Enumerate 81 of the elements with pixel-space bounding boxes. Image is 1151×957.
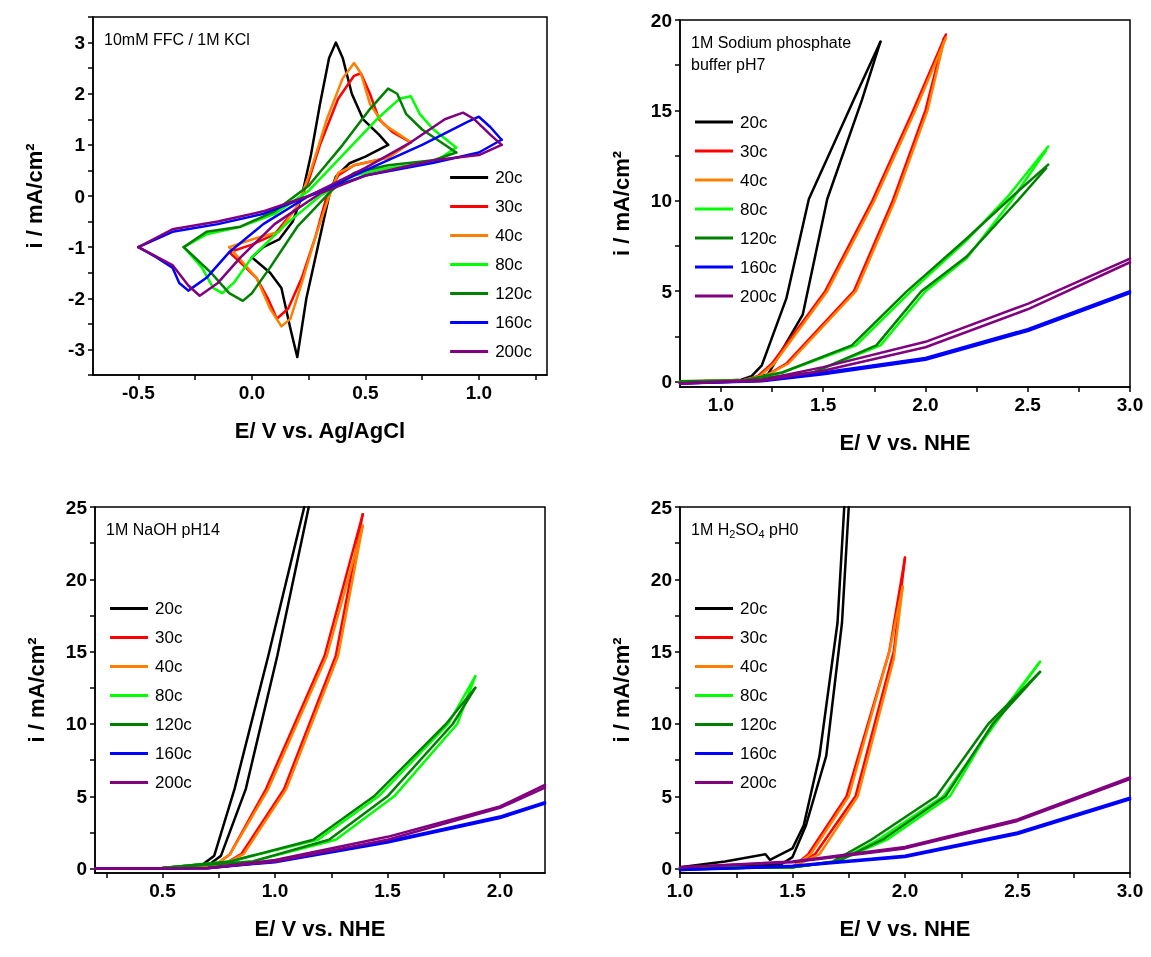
y-tick-label: 15 [650, 641, 673, 663]
x-axis-title: E/ V vs. NHE [839, 429, 971, 455]
x-tick-label: 1.5 [374, 880, 402, 901]
annotation: 10mM FFC / 1M KCl [104, 30, 250, 48]
legend-label: 20c [155, 599, 183, 618]
legend-label: 40c [495, 226, 524, 245]
legend-label: 200c [495, 342, 533, 361]
y-tick-label: -1 [68, 236, 86, 258]
x-tick-label: 1.0 [666, 880, 694, 901]
annotation: 1M NaOH pH14 [106, 520, 220, 538]
y-axis-title: i / mA/cm² [608, 637, 634, 743]
y-tick-label: 10 [65, 713, 87, 735]
annotation: 1M Sodium phosphate buffer pH7 [691, 33, 856, 73]
legend-label: 160c [155, 744, 193, 763]
x-tick-label: 2.0 [486, 880, 514, 901]
y-tick-label: 0 [74, 185, 85, 207]
x-tick-label: 3.0 [1116, 394, 1144, 415]
y-tick-label: 5 [76, 785, 88, 807]
x-tick-label: 0.0 [238, 382, 266, 403]
y-axis-title: i / mA/cm² [608, 150, 634, 257]
y-tick-label: 0 [661, 371, 672, 393]
x-tick-label: 1.0 [261, 880, 289, 901]
y-tick-label: 5 [661, 280, 673, 302]
x-tick-label: 1.5 [779, 880, 807, 901]
y-tick-label: -3 [68, 338, 85, 360]
y-tick-label: 25 [650, 496, 673, 518]
legend-label: 200c [740, 773, 778, 792]
legend-label: 120c [495, 284, 533, 303]
y-tick-label: 0 [661, 858, 672, 880]
legend-label: 160c [740, 744, 778, 763]
legend-label: 80c [155, 686, 183, 705]
legend-label: 80c [495, 255, 524, 274]
x-tick-label: 1.0 [707, 394, 735, 415]
y-tick-label: 20 [650, 568, 672, 590]
y-tick-label: 3 [74, 32, 85, 54]
legend-label: 160c [495, 313, 533, 332]
legend-label: 20c [740, 599, 768, 618]
legend-label: 120c [155, 715, 193, 734]
y-tick-label: 15 [65, 641, 88, 663]
legend-label: 30c [740, 141, 768, 161]
legend-label: 30c [740, 628, 768, 647]
x-axis-title: E/ V vs. Ag/AgCl [234, 417, 406, 443]
x-tick-label: 2.5 [1014, 394, 1042, 415]
legend-label: 40c [740, 657, 768, 676]
x-tick-label: 2.5 [1004, 880, 1032, 901]
legend-label: 120c [740, 715, 778, 734]
x-tick-label: 0.5 [352, 382, 380, 403]
legend-label: 80c [740, 686, 768, 705]
x-tick-label: 2.0 [912, 394, 939, 415]
y-tick-label: 5 [661, 785, 673, 807]
y-tick-label: 20 [650, 9, 672, 31]
x-axis-title: E/ V vs. NHE [839, 915, 971, 941]
y-tick-label: 20 [65, 568, 87, 590]
y-tick-label: 15 [650, 99, 673, 121]
y-axis-title: i / mA/cm² [23, 637, 49, 743]
y-tick-label: 2 [74, 83, 85, 105]
y-tick-label: 10 [650, 190, 672, 212]
y-tick-label: 1 [74, 134, 86, 156]
x-axis-title: E/ V vs. NHE [254, 915, 386, 941]
legend-label: 30c [495, 197, 524, 216]
x-tick-label: 1.5 [809, 394, 837, 415]
y-tick-label: 10 [650, 713, 672, 735]
x-tick-label: 2.0 [891, 880, 919, 901]
legend-label: 120c [740, 228, 778, 248]
legend-label: 40c [740, 170, 768, 190]
legend-label: 200c [740, 286, 778, 306]
legend-label: 40c [155, 657, 183, 676]
x-tick-label: 0.5 [149, 880, 177, 901]
y-tick-label: 25 [65, 496, 88, 518]
y-tick-label: 0 [76, 858, 87, 880]
legend-label: 20c [495, 168, 524, 187]
y-tick-label: -2 [68, 287, 85, 309]
x-tick-label: -0.5 [122, 382, 156, 403]
legend-label: 30c [155, 628, 183, 647]
legend-label: 20c [740, 112, 768, 132]
y-axis-title: i / mA/cm² [21, 143, 47, 249]
legend-label: 80c [740, 199, 768, 219]
x-tick-label: 3.0 [1116, 880, 1144, 901]
x-tick-label: 1.0 [465, 382, 493, 403]
legend-label: 160c [740, 257, 778, 277]
legend-label: 200c [155, 773, 193, 792]
